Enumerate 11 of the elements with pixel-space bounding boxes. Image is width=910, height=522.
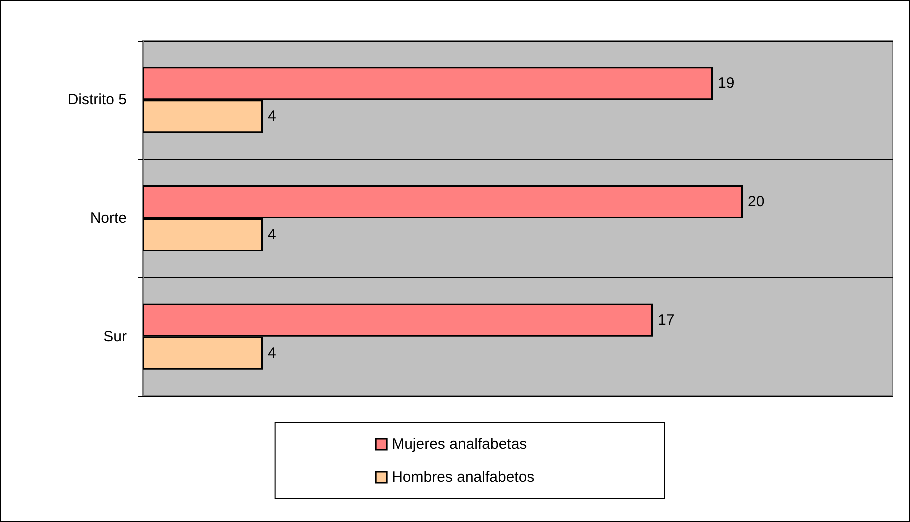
legend-label: Hombres analfabetos bbox=[392, 469, 535, 486]
data-label: 17 bbox=[658, 312, 675, 329]
legend-label: Mujeres analfabetas bbox=[392, 436, 528, 453]
data-label: 20 bbox=[748, 194, 765, 210]
data-label: 4 bbox=[268, 344, 276, 362]
data-label: 4 bbox=[268, 226, 276, 244]
y-tick-label: Distrito 5 bbox=[68, 92, 127, 109]
y-tick-label: Norte bbox=[90, 210, 127, 227]
data-label: 4 bbox=[268, 108, 276, 126]
data-label: 19 bbox=[718, 75, 735, 92]
y-tick-label: Sur bbox=[104, 328, 128, 346]
